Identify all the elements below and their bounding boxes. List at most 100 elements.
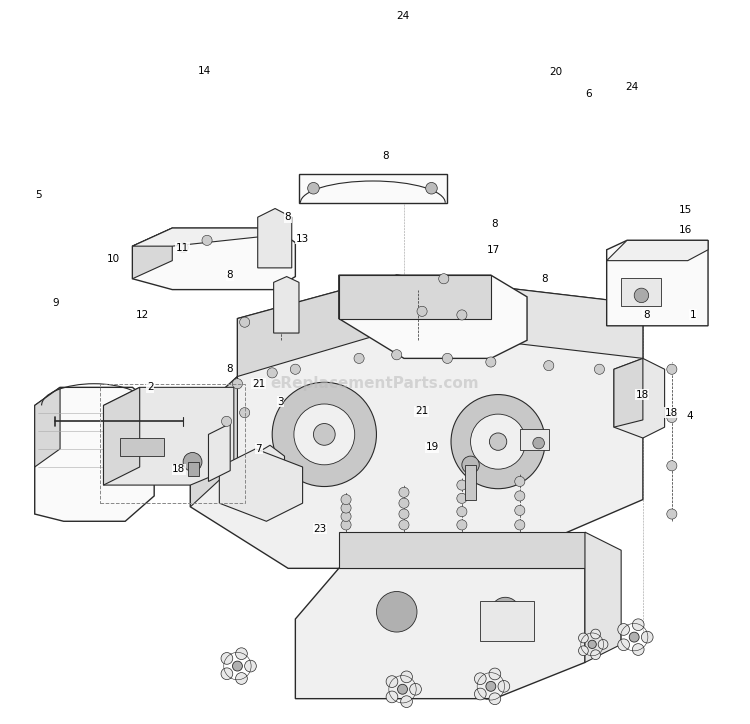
Polygon shape	[219, 449, 302, 521]
Bar	[188, 462, 199, 476]
Circle shape	[457, 493, 467, 503]
Polygon shape	[133, 228, 172, 279]
Circle shape	[591, 650, 601, 660]
Circle shape	[667, 509, 677, 519]
Circle shape	[341, 494, 351, 505]
Circle shape	[667, 413, 677, 423]
Circle shape	[442, 353, 452, 363]
Text: 8: 8	[226, 364, 233, 374]
Polygon shape	[614, 358, 664, 438]
Circle shape	[341, 503, 351, 513]
Text: 21: 21	[252, 379, 266, 389]
Polygon shape	[339, 275, 490, 319]
Circle shape	[308, 182, 320, 194]
Text: 21: 21	[415, 406, 428, 416]
Polygon shape	[296, 568, 585, 699]
Circle shape	[426, 182, 437, 194]
Circle shape	[232, 379, 242, 389]
Circle shape	[514, 491, 525, 501]
Circle shape	[178, 243, 188, 253]
Polygon shape	[607, 240, 708, 261]
Circle shape	[514, 476, 525, 487]
Circle shape	[417, 306, 428, 316]
Circle shape	[489, 693, 501, 704]
Text: 8: 8	[490, 219, 497, 230]
Bar	[480, 601, 534, 641]
Circle shape	[475, 688, 486, 700]
Polygon shape	[104, 387, 140, 485]
Circle shape	[400, 696, 412, 707]
Circle shape	[341, 511, 351, 521]
Circle shape	[667, 460, 677, 471]
Circle shape	[457, 507, 467, 517]
Text: 11: 11	[176, 243, 189, 253]
Polygon shape	[133, 228, 296, 290]
Circle shape	[398, 684, 407, 694]
Circle shape	[221, 668, 232, 680]
Circle shape	[239, 408, 250, 418]
Polygon shape	[238, 275, 397, 376]
Circle shape	[641, 631, 653, 643]
Circle shape	[399, 487, 409, 497]
Circle shape	[591, 629, 601, 639]
Polygon shape	[339, 532, 585, 568]
Polygon shape	[258, 209, 292, 268]
Text: 15: 15	[679, 205, 692, 215]
Text: 7: 7	[256, 444, 262, 454]
Text: 16: 16	[679, 225, 692, 235]
Circle shape	[341, 520, 351, 530]
Circle shape	[376, 592, 417, 632]
Bar	[465, 465, 476, 500]
Bar	[621, 278, 661, 306]
Circle shape	[314, 424, 335, 445]
Text: 2: 2	[147, 382, 154, 392]
Text: 18: 18	[172, 464, 185, 474]
Circle shape	[221, 416, 232, 426]
Circle shape	[618, 623, 629, 636]
Circle shape	[267, 368, 278, 378]
Polygon shape	[339, 275, 527, 358]
Bar	[100, 384, 244, 503]
Circle shape	[632, 644, 644, 655]
Text: 8: 8	[226, 270, 233, 280]
Text: 8: 8	[542, 274, 548, 284]
Circle shape	[618, 639, 629, 651]
Text: 18: 18	[664, 408, 678, 418]
Text: 9: 9	[53, 298, 59, 308]
Text: 8: 8	[643, 310, 650, 320]
Text: 23: 23	[314, 523, 327, 534]
Circle shape	[490, 597, 520, 626]
Polygon shape	[614, 358, 643, 427]
Circle shape	[462, 456, 479, 473]
Polygon shape	[190, 275, 643, 568]
Text: 24: 24	[397, 11, 410, 21]
Circle shape	[290, 364, 301, 374]
Text: 12: 12	[136, 310, 149, 320]
Circle shape	[232, 661, 242, 671]
Text: eReplacementParts.com: eReplacementParts.com	[271, 376, 479, 391]
Circle shape	[544, 361, 554, 371]
Text: 18: 18	[636, 390, 649, 400]
Circle shape	[514, 505, 525, 515]
Text: 1: 1	[690, 310, 697, 320]
Circle shape	[439, 274, 448, 284]
Circle shape	[486, 357, 496, 367]
Circle shape	[392, 350, 402, 360]
Circle shape	[386, 675, 398, 688]
Circle shape	[578, 633, 588, 643]
Circle shape	[470, 414, 526, 469]
Text: 6: 6	[585, 89, 592, 99]
Polygon shape	[209, 424, 230, 481]
Circle shape	[400, 671, 412, 683]
Circle shape	[588, 640, 596, 649]
Circle shape	[594, 364, 604, 374]
Polygon shape	[252, 445, 284, 507]
Text: 5: 5	[34, 190, 41, 201]
Circle shape	[451, 395, 545, 489]
Circle shape	[202, 235, 212, 245]
Circle shape	[475, 673, 486, 685]
Circle shape	[221, 652, 232, 665]
Circle shape	[457, 520, 467, 530]
Circle shape	[410, 683, 422, 695]
Polygon shape	[190, 376, 238, 507]
